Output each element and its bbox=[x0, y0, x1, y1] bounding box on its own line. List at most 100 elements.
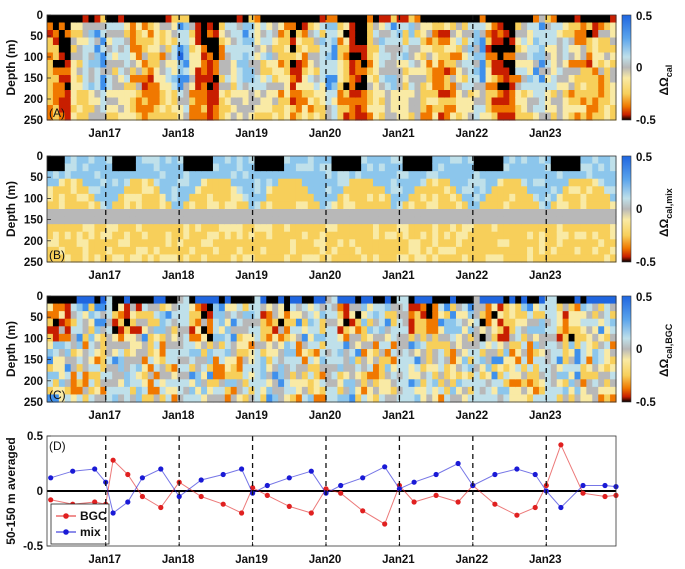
heatmap-cell bbox=[135, 379, 143, 388]
heatmap-cell bbox=[390, 254, 398, 263]
heatmap-cell bbox=[177, 30, 184, 39]
heatmap-cell bbox=[177, 394, 184, 403]
heatmap-cell bbox=[76, 75, 84, 84]
heatmap-cell bbox=[467, 341, 475, 350]
heatmap-cell bbox=[568, 52, 576, 61]
heatmap-cell bbox=[313, 156, 321, 165]
heatmap-cell bbox=[527, 171, 534, 180]
heatmap-cell bbox=[426, 303, 433, 312]
heatmap-cell bbox=[284, 216, 291, 225]
heatmap-cell bbox=[307, 112, 315, 121]
heatmap-cell bbox=[384, 296, 392, 305]
heatmap-cell bbox=[254, 171, 261, 180]
data-point-BGC bbox=[360, 508, 366, 514]
heatmap-cell bbox=[242, 394, 250, 403]
heatmap-cell bbox=[266, 105, 273, 114]
heatmap-cell bbox=[201, 296, 208, 305]
heatmap-cell bbox=[295, 254, 303, 263]
heatmap-cell bbox=[195, 303, 202, 312]
heatmap-cell bbox=[284, 224, 291, 233]
heatmap-cell bbox=[521, 356, 528, 365]
heatmap-cell bbox=[337, 341, 344, 350]
heatmap-cell bbox=[384, 37, 392, 46]
heatmap-cell bbox=[592, 254, 599, 263]
heatmap-cell bbox=[586, 318, 593, 327]
heatmap-cell bbox=[153, 216, 161, 225]
heatmap-cell bbox=[497, 349, 504, 358]
heatmap-cell bbox=[562, 201, 570, 210]
heatmap-cell bbox=[171, 296, 178, 305]
heatmap-cell bbox=[355, 296, 362, 305]
heatmap-cell bbox=[58, 386, 66, 396]
heatmap-cell bbox=[515, 186, 522, 195]
heatmap-cell bbox=[408, 156, 416, 165]
heatmap-cell bbox=[94, 318, 101, 327]
heatmap-cell bbox=[396, 239, 404, 248]
heatmap-cell bbox=[94, 67, 101, 76]
heatmap-cell bbox=[509, 246, 516, 256]
heatmap-cell bbox=[361, 209, 368, 218]
heatmap-cell bbox=[455, 75, 463, 84]
heatmap-cell bbox=[295, 386, 303, 396]
heatmap-cell bbox=[580, 156, 587, 165]
heatmap-cell bbox=[562, 156, 570, 165]
heatmap-cell bbox=[485, 333, 493, 343]
heatmap-cell bbox=[432, 296, 439, 305]
heatmap-cell bbox=[112, 333, 119, 343]
heatmap-cell bbox=[70, 379, 78, 388]
heatmap-cell bbox=[550, 97, 558, 106]
heatmap-cell bbox=[171, 246, 178, 256]
heatmap-cell bbox=[604, 341, 611, 350]
heatmap-cell bbox=[349, 178, 356, 187]
heatmap-cell bbox=[349, 186, 356, 195]
heatmap-cell bbox=[331, 371, 339, 380]
heatmap-cell bbox=[562, 303, 570, 312]
heatmap-cell bbox=[455, 356, 463, 365]
heatmap-cell bbox=[218, 193, 226, 203]
heatmap-cell bbox=[521, 22, 528, 31]
heatmap-cell bbox=[473, 97, 481, 106]
heatmap-cell bbox=[124, 37, 131, 46]
heatmap-cell bbox=[390, 163, 398, 172]
heatmap-cell bbox=[218, 75, 226, 84]
heatmap-cell bbox=[88, 326, 96, 335]
heatmap-cell bbox=[153, 37, 161, 46]
heatmap-cell bbox=[112, 112, 119, 121]
heatmap-cell bbox=[598, 216, 605, 225]
heatmap-cell bbox=[141, 105, 149, 114]
heatmap-cell bbox=[372, 112, 380, 121]
heatmap-cell bbox=[88, 82, 96, 91]
heatmap-cell bbox=[141, 22, 149, 31]
heatmap-cell bbox=[260, 201, 267, 210]
heatmap-cell bbox=[64, 201, 72, 210]
heatmap-cell bbox=[319, 37, 327, 46]
heatmap-cell bbox=[319, 193, 327, 203]
heatmap-cell bbox=[313, 303, 321, 312]
heatmap-cell bbox=[438, 356, 445, 365]
heatmap-cell bbox=[88, 349, 96, 358]
heatmap-cell bbox=[367, 178, 374, 187]
heatmap-cell bbox=[159, 326, 167, 335]
heatmap-cell bbox=[47, 156, 54, 165]
heatmap-cell bbox=[372, 178, 380, 187]
y-tick-label: 250 bbox=[24, 397, 43, 409]
data-point-BGC bbox=[602, 493, 608, 500]
heatmap-cell bbox=[378, 296, 386, 305]
heatmap-cell bbox=[218, 178, 226, 187]
heatmap-cell bbox=[378, 37, 386, 46]
heatmap-cell bbox=[242, 356, 250, 365]
heatmap-cell bbox=[515, 60, 522, 69]
heatmap-cell bbox=[212, 216, 220, 225]
heatmap-cell bbox=[272, 82, 279, 91]
heatmap-cell bbox=[550, 82, 558, 91]
heatmap-cell bbox=[521, 163, 528, 172]
heatmap-cell bbox=[218, 296, 226, 305]
heatmap-cell bbox=[438, 201, 445, 210]
heatmap-cell bbox=[159, 45, 167, 54]
heatmap-cell bbox=[408, 224, 416, 233]
heatmap-cell bbox=[165, 90, 173, 99]
heatmap-cell bbox=[521, 326, 528, 335]
heatmap-cell bbox=[337, 231, 344, 240]
heatmap-cell bbox=[367, 37, 374, 46]
heatmap-cell bbox=[266, 163, 273, 172]
